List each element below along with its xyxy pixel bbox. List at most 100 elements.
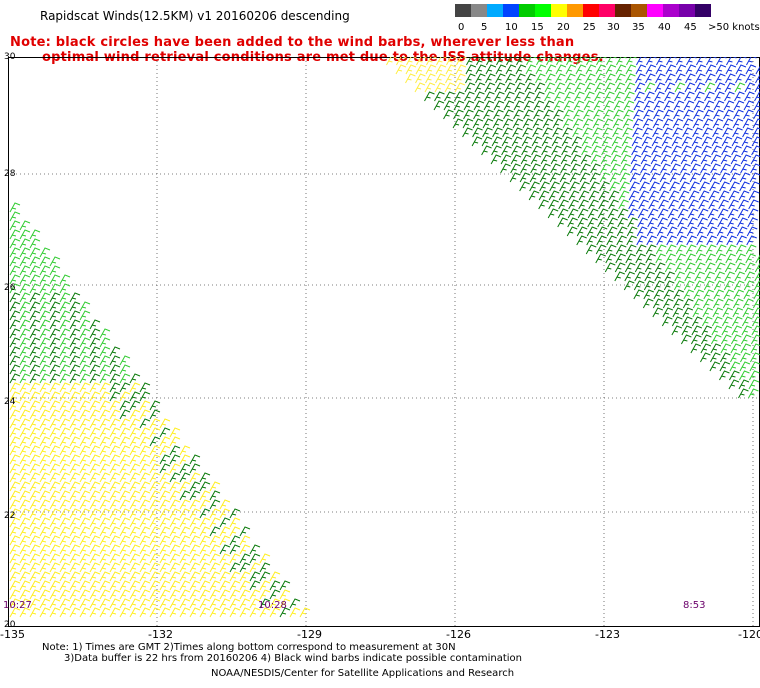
wind-barb <box>89 454 101 465</box>
wind-barb <box>9 418 21 429</box>
wind-barb <box>9 328 21 339</box>
wind-barb <box>596 235 607 246</box>
wind-barb <box>740 163 751 174</box>
wind-barb <box>574 82 586 93</box>
wind-barb <box>709 361 721 372</box>
wind-barb <box>456 57 467 66</box>
wind-barb <box>59 301 71 312</box>
wind-barb <box>724 91 735 102</box>
wind-barb <box>606 226 618 237</box>
wind-barb <box>674 82 686 93</box>
wind-barb <box>99 373 111 384</box>
wind-barb <box>9 517 21 528</box>
wind-barb <box>528 190 540 201</box>
wind-barb <box>665 64 677 75</box>
wind-barb <box>99 427 111 438</box>
wind-barb <box>89 580 101 591</box>
wind-barb <box>640 163 651 174</box>
wind-barb <box>69 301 81 312</box>
wind-barb <box>743 109 754 120</box>
wind-barb <box>576 235 587 246</box>
wind-barb <box>515 73 526 84</box>
wind-barb <box>538 190 550 201</box>
wind-barb <box>129 445 141 456</box>
wind-barb <box>29 346 41 357</box>
wind-barb <box>49 409 61 420</box>
wind-barb <box>618 190 630 201</box>
wind-barb <box>169 436 181 447</box>
wind-barb <box>9 463 21 474</box>
wind-barb <box>119 589 131 600</box>
wind-barb <box>565 73 576 84</box>
wind-barb <box>129 454 141 465</box>
wind-barb <box>605 64 617 75</box>
wind-barb <box>425 73 436 84</box>
wind-barb <box>129 436 141 447</box>
wind-barb <box>9 292 21 303</box>
wind-barb <box>109 544 121 555</box>
wind-barb <box>504 91 515 102</box>
wind-barb <box>59 427 71 438</box>
wind-barb <box>119 562 131 573</box>
wind-barb <box>109 355 121 366</box>
colorbar-swatch <box>535 4 551 17</box>
wind-barb <box>739 370 750 381</box>
wind-barb <box>139 553 151 564</box>
wind-barb <box>754 82 760 93</box>
wind-barb <box>646 226 658 237</box>
wind-barb <box>39 571 51 582</box>
wind-barb <box>647 217 658 228</box>
wind-barb <box>424 91 435 102</box>
wind-barb <box>129 598 141 609</box>
wind-barb <box>19 274 31 285</box>
wind-barb <box>415 64 427 75</box>
wind-barb <box>229 607 241 618</box>
wind-barb <box>703 289 715 300</box>
wind-barb <box>729 361 741 372</box>
wind-barb <box>693 280 705 291</box>
wind-barb <box>748 379 760 390</box>
wind-barb <box>169 562 181 573</box>
wind-barb <box>464 91 475 102</box>
wind-barb <box>534 91 545 102</box>
wind-barb <box>149 526 161 537</box>
wind-barb <box>685 253 696 264</box>
wind-barb <box>595 73 606 84</box>
wind-barb <box>591 136 603 147</box>
wind-barb <box>435 64 447 75</box>
colorbar-swatch <box>599 4 615 17</box>
wind-barb <box>716 235 727 246</box>
wind-barb <box>279 589 291 600</box>
wind-barb <box>721 316 733 327</box>
wind-barb <box>79 373 91 384</box>
wind-barb <box>199 607 211 618</box>
longitude-tick: -132 <box>148 628 173 641</box>
wind-barb <box>631 136 643 147</box>
wind-barb <box>696 226 708 237</box>
wind-barb <box>169 535 181 546</box>
wind-barb <box>725 64 737 75</box>
wind-barb <box>99 337 111 348</box>
wind-barb <box>139 436 151 447</box>
wind-barb <box>269 571 281 582</box>
wind-barb <box>564 82 576 93</box>
wind-barb <box>642 127 653 138</box>
wind-barb <box>604 91 615 102</box>
wind-barb <box>503 100 515 111</box>
wind-barb <box>119 463 131 474</box>
wind-barb <box>624 82 636 93</box>
wind-barb <box>9 436 21 447</box>
wind-barb <box>515 64 527 75</box>
wind-barb <box>396 57 407 66</box>
wind-barb <box>79 364 91 375</box>
wind-barb <box>229 571 241 582</box>
wind-barb <box>179 562 191 573</box>
wind-barb <box>9 202 21 213</box>
wind-barb <box>745 253 756 264</box>
wind-barb <box>749 172 760 183</box>
wind-barb <box>89 373 101 384</box>
wind-barb <box>571 145 582 156</box>
wind-barb <box>713 280 725 291</box>
wind-barb <box>672 118 684 129</box>
wind-barb <box>139 445 151 456</box>
